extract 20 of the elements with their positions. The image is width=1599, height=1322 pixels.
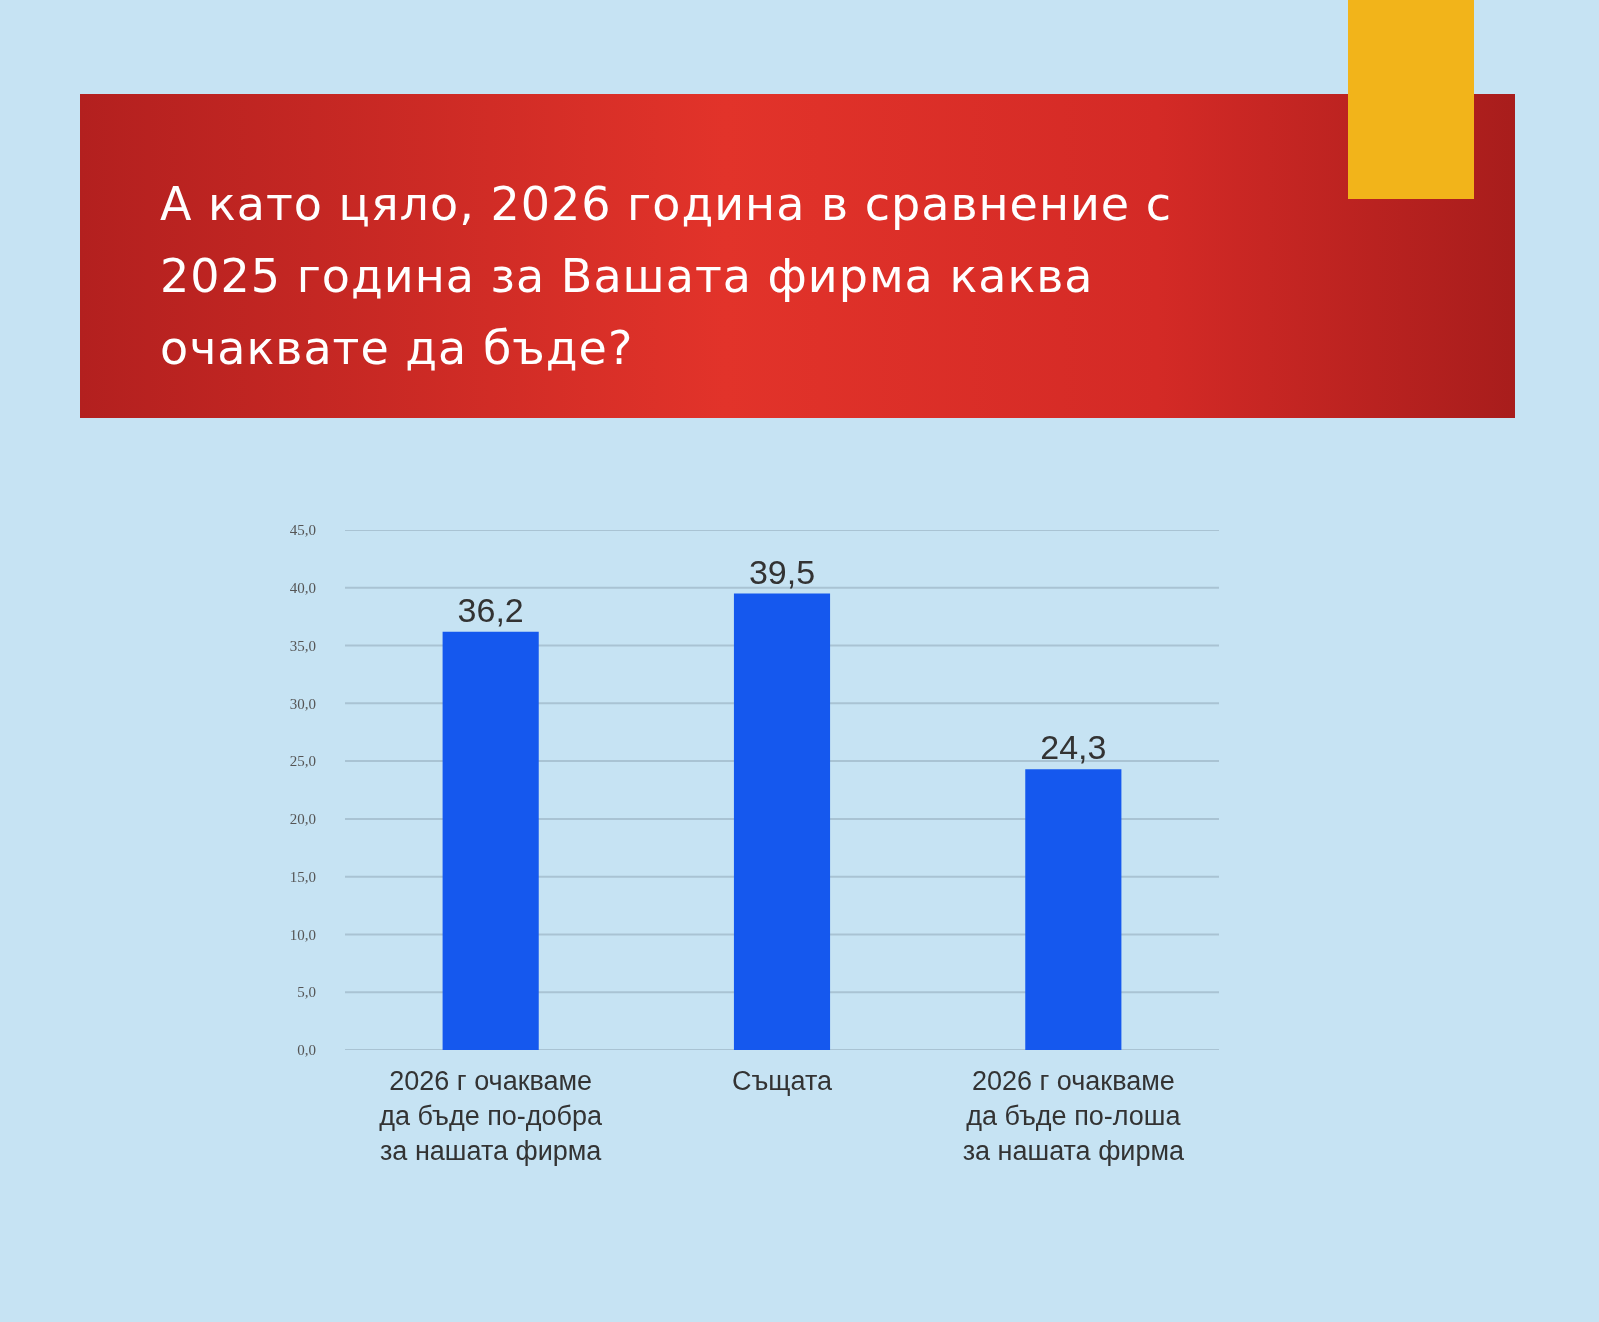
y-tick-label: 25,0 (289, 753, 316, 770)
bar (1025, 769, 1122, 1050)
data-label: 39,5 (748, 552, 816, 591)
y-tick-label: 30,0 (289, 695, 316, 712)
x-tick-label: Същата (731, 1066, 834, 1096)
y-tick-label: 10,0 (289, 926, 316, 943)
y-tick-label: 5,0 (297, 984, 316, 1001)
bar (733, 593, 831, 1050)
x-tick-label: 2026 г очакваме да бъде по-добра за нашата фирма (379, 1066, 604, 1167)
y-tick-label: 20,0 (289, 811, 316, 828)
y-tick-label: 40,0 (289, 580, 316, 597)
data-label: 24,3 (1040, 728, 1107, 767)
y-tick-label: 15,0 (289, 868, 316, 885)
x-tick-label: 2026 г очакваме да бъде по-лоша за нашата фирма (962, 1066, 1185, 1167)
y-tick-label: 35,0 (289, 637, 316, 654)
y-tick-label: 0,0 (297, 1042, 316, 1059)
chart-title: А като цяло, 2026 година в сравнение с 2025 година за Вашата фирма каква очаквате да бъде? (160, 176, 1174, 377)
bar (442, 631, 539, 1050)
data-label: 36,2 (457, 590, 524, 629)
y-tick-label: 45,0 (289, 522, 316, 539)
